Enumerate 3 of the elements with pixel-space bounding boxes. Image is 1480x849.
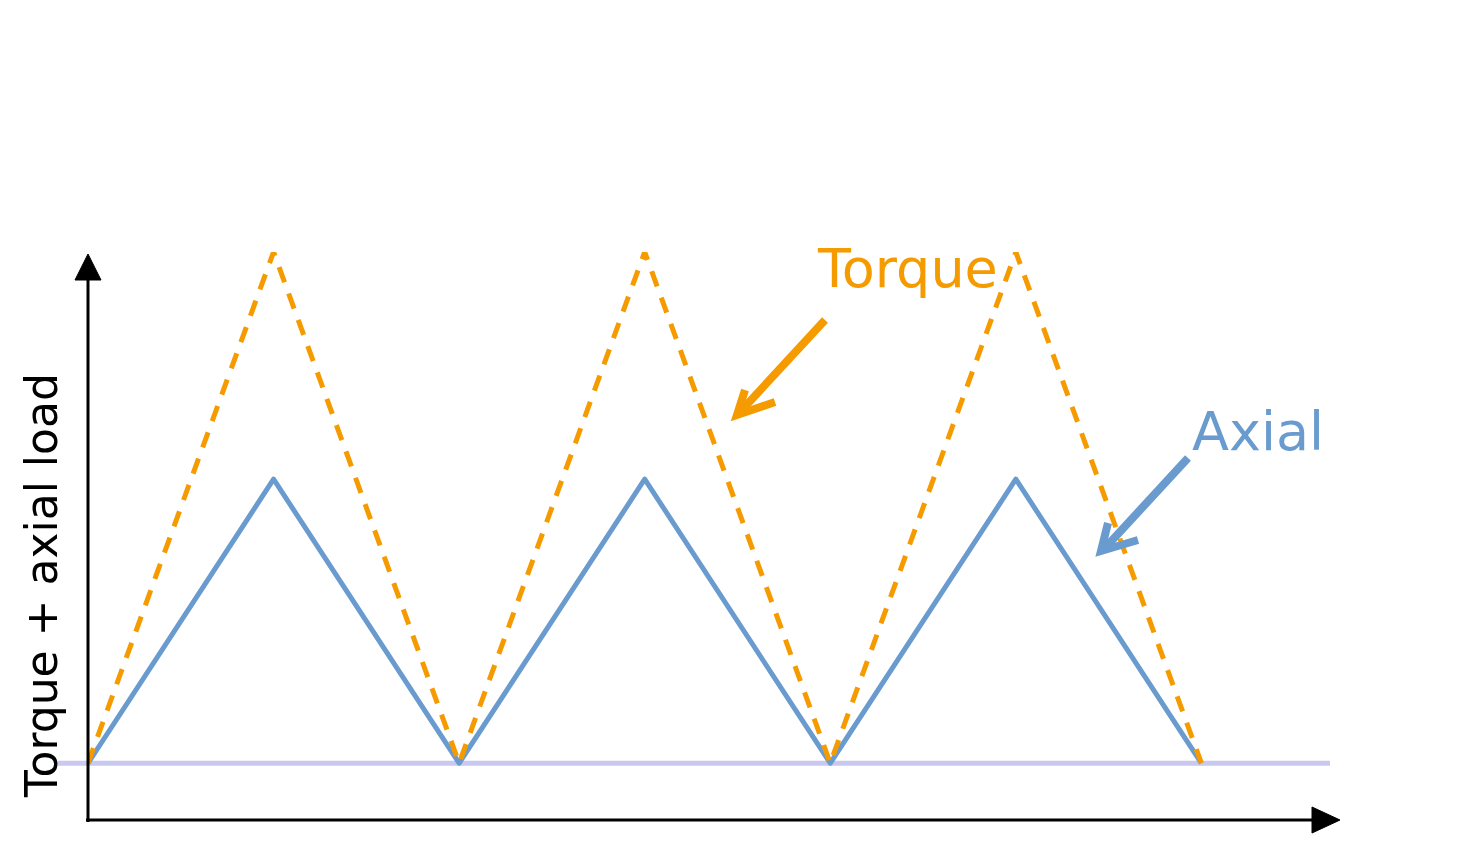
series-label: Torque: [818, 237, 998, 300]
text: Axial: [1192, 400, 1324, 463]
y-axis-title: Torque + axial load: [16, 373, 67, 797]
